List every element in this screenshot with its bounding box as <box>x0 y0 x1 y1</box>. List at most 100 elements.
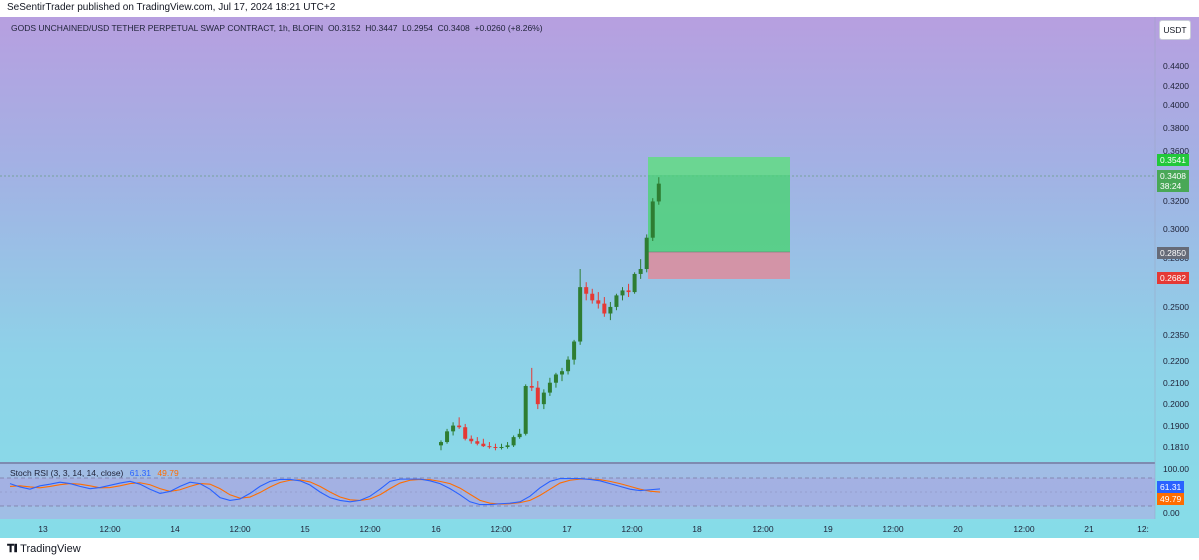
indicator-name: Stoch RSI (3, 3, 14, 14, close) <box>10 468 124 478</box>
d-value-badge: 49.79 <box>1157 493 1185 505</box>
price-tick: 0.2200 <box>1163 356 1189 366</box>
symbol-title: GODS UNCHAINED/USD TETHER PERPETUAL SWAP… <box>11 23 324 33</box>
candle-body <box>584 287 589 294</box>
chart-pane[interactable] <box>0 17 1199 538</box>
candle-body <box>469 438 474 442</box>
time-tick: 12:00 <box>359 524 381 534</box>
candle-body <box>620 290 625 296</box>
price-tick: 0.1900 <box>1163 421 1189 431</box>
price-tick: 0.3200 <box>1163 196 1189 206</box>
candle-body <box>632 273 637 293</box>
stoch-d-line <box>9 478 661 505</box>
candle-body <box>596 300 601 304</box>
price-tick: 0.4000 <box>1163 100 1189 110</box>
k-value-badge: 61.31 <box>1157 481 1185 493</box>
ohlc-high: H0.3447 <box>365 23 398 33</box>
target-zone-top <box>648 157 790 175</box>
rsi-axis-tick: 0.00 <box>1163 508 1180 518</box>
indicator-legend[interactable]: Stoch RSI (3, 3, 14, 14, close) 61.31 49… <box>10 468 179 478</box>
target-price-badge: 0.3541 <box>1157 154 1189 166</box>
candle-body <box>511 437 516 446</box>
candle-body <box>602 303 607 314</box>
publish-info: SeSentirTrader published on TradingView.… <box>7 2 336 13</box>
time-tick: 12:00 <box>229 524 251 534</box>
candle-body <box>505 445 510 447</box>
candle-body <box>553 374 558 383</box>
candle-body <box>517 433 522 438</box>
candle-body <box>529 386 534 388</box>
price-tick: 0.4200 <box>1163 81 1189 91</box>
candle-body <box>463 427 468 439</box>
price-tick: 0.2350 <box>1163 330 1189 340</box>
tv-logo-icon: 𝐓❙ <box>7 543 18 555</box>
ohlc-open: O0.3152 <box>327 23 361 33</box>
candle-body <box>493 447 498 448</box>
price-tick: 0.1810 <box>1163 442 1189 452</box>
time-tick: 19 <box>823 524 833 534</box>
candle-body <box>644 237 649 270</box>
candle-body <box>457 425 462 428</box>
price-tick: 0.2500 <box>1163 302 1189 312</box>
tradingview-logo: 𝐓❙ TradingView <box>7 543 81 555</box>
time-tick: 12: <box>1137 524 1149 534</box>
candle-body <box>578 287 583 342</box>
price-tick: 0.2000 <box>1163 399 1189 409</box>
stop-price-badge: 0.2682 <box>1157 272 1189 284</box>
time-tick: 14 <box>170 524 180 534</box>
footer-bar: 𝐓❙ TradingView <box>0 538 1199 560</box>
candle-body <box>547 382 552 393</box>
candle-body <box>475 441 480 444</box>
time-tick: 20 <box>953 524 963 534</box>
candle-body <box>656 183 661 202</box>
current-price-badge: 0.3408 38:24 <box>1157 170 1189 192</box>
candle-body <box>608 306 613 314</box>
price-tick: 0.3600 <box>1163 146 1189 156</box>
candle-body <box>487 446 492 448</box>
indicator-d-value: 49.79 <box>157 468 179 478</box>
time-tick: 21 <box>1084 524 1094 534</box>
time-tick: 17 <box>562 524 572 534</box>
currency-button[interactable]: USDT <box>1159 20 1191 40</box>
candle-body <box>572 341 577 360</box>
candle-body <box>614 295 619 307</box>
price-tick: 0.4400 <box>1163 61 1189 71</box>
price-tick: 0.2100 <box>1163 378 1189 388</box>
publish-bar: SeSentirTrader published on TradingView.… <box>0 0 1199 17</box>
current-price-value: 0.3408 <box>1160 171 1186 181</box>
time-tick: 16 <box>431 524 441 534</box>
time-tick: 12:00 <box>752 524 774 534</box>
candle-body <box>451 425 456 432</box>
price-tick: 0.3800 <box>1163 123 1189 133</box>
symbol-info: GODS UNCHAINED/USD TETHER PERPETUAL SWAP… <box>11 23 543 33</box>
stop-zone <box>648 252 790 279</box>
ohlc-change: +0.0260 (+8.26%) <box>474 23 543 33</box>
indicator-k-value: 61.31 <box>129 468 152 478</box>
candle-body <box>439 442 443 446</box>
candle-body <box>566 359 571 372</box>
candle-body <box>523 386 528 434</box>
time-tick: 18 <box>692 524 702 534</box>
time-tick: 12:00 <box>621 524 643 534</box>
time-tick: 13 <box>38 524 48 534</box>
stoch-k-line <box>9 478 661 506</box>
stoch-rsi-series <box>9 478 661 506</box>
time-tick: 12:00 <box>490 524 512 534</box>
candle-body <box>590 293 595 301</box>
time-tick: 15 <box>300 524 310 534</box>
candle-body <box>535 387 540 405</box>
entry-price-badge: 0.2850 <box>1157 247 1189 259</box>
candle-body <box>541 392 546 405</box>
ohlc-low: L0.2954 <box>402 23 433 33</box>
time-tick: 12:00 <box>99 524 121 534</box>
rsi-axis-tick: 100.00 <box>1163 464 1189 474</box>
time-tick: 12:00 <box>882 524 904 534</box>
rsi-pane-bg <box>0 462 1155 519</box>
price-tick: 0.3000 <box>1163 224 1189 234</box>
candlestick-series <box>439 177 661 451</box>
candle-body <box>626 290 631 293</box>
candle-body <box>560 371 564 375</box>
ohlc-close: C0.3408 <box>437 23 470 33</box>
candle-body <box>481 443 486 447</box>
time-tick: 12:00 <box>1013 524 1035 534</box>
